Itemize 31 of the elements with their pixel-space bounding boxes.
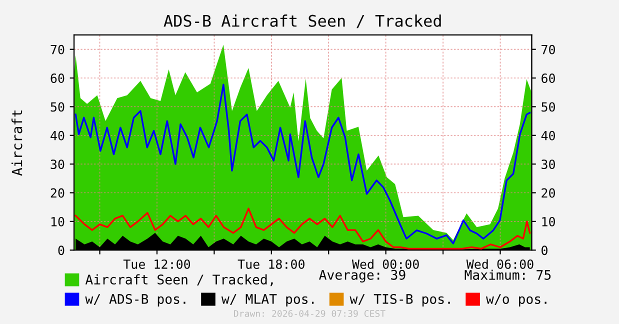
line-series bbox=[74, 84, 531, 244]
y2-tick-label: 30 bbox=[542, 160, 555, 170]
y-tick-label: 10 bbox=[51, 216, 64, 226]
x-tick-label: Wed 00:00 bbox=[352, 259, 419, 269]
text: Drawn: 2026-04-29 07:39 CEST bbox=[234, 310, 386, 317]
y2-tick-label: 10 bbox=[542, 216, 555, 226]
text: Average: 39 bbox=[319, 270, 406, 282]
y2-tick-label: 0 bbox=[542, 246, 548, 256]
x-tick-label: Tue 18:00 bbox=[238, 259, 304, 269]
text: Maximum: 75 bbox=[464, 270, 551, 280]
legend-label: w/o pos. bbox=[486, 294, 546, 307]
y-tick-label: 60 bbox=[50, 74, 64, 83]
legend-label: w/ ADS-B pos. bbox=[85, 294, 186, 307]
y-axis-title: Aircraft bbox=[12, 110, 22, 176]
y-tick-label: 40 bbox=[50, 130, 64, 140]
x-tick-label: Wed 06:00 bbox=[466, 259, 534, 269]
y-tick-label: 0 bbox=[58, 246, 64, 256]
y2-tick-label: 40 bbox=[541, 130, 555, 140]
y-tick-label: 50 bbox=[50, 102, 64, 112]
x-tick-label: Tue 12:00 bbox=[123, 259, 190, 269]
y-tick-label: 70 bbox=[50, 44, 64, 54]
y2-tick-label: 70 bbox=[542, 44, 555, 54]
y2-tick-label: 50 bbox=[542, 102, 555, 112]
legend-label: w/ TIS-B pos. bbox=[350, 294, 450, 307]
legend-label: Aircraft Seen / Tracked, bbox=[85, 274, 273, 286]
y2-tick-label: 60 bbox=[542, 74, 555, 83]
y2-tick-label: 20 bbox=[542, 188, 555, 198]
y-tick-label: 30 bbox=[50, 160, 64, 170]
chart-title: ADS-B Aircraft Seen / Tracked bbox=[164, 14, 441, 28]
legend-label: w/ MLAT pos. bbox=[221, 294, 314, 307]
y-tick-label: 20 bbox=[50, 188, 64, 198]
